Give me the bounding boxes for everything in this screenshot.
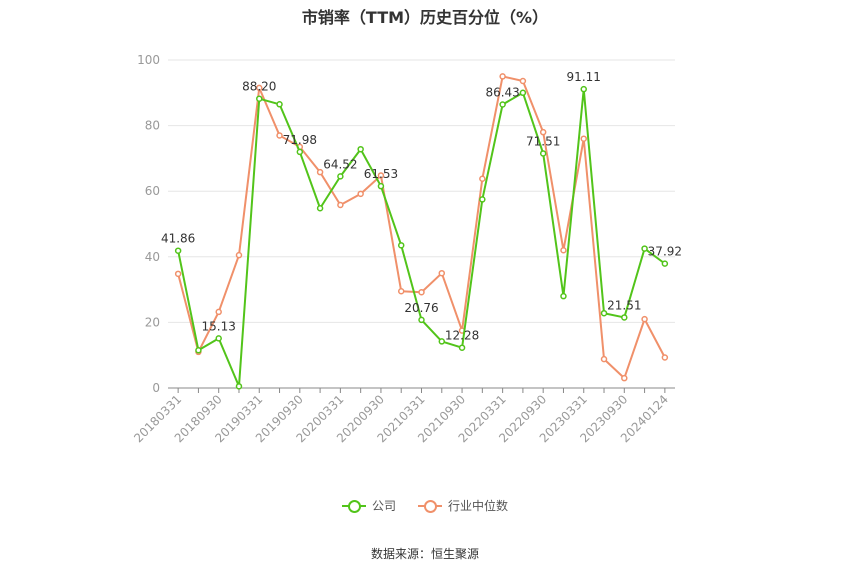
data-point-company[interactable] — [661, 260, 669, 267]
data-label: 71.98 — [283, 133, 317, 147]
data-label: 21.51 — [607, 298, 641, 312]
data-label: 91.11 — [567, 70, 601, 84]
data-point-industry-median[interactable] — [418, 288, 425, 296]
y-tick-label: 80 — [145, 119, 160, 133]
data-point-industry-median[interactable] — [661, 354, 669, 361]
data-point-company[interactable] — [316, 205, 324, 212]
data-point-company[interactable] — [479, 196, 486, 203]
data-point-industry-median[interactable] — [174, 270, 182, 278]
data-point-company[interactable] — [337, 173, 344, 180]
data-point-industry-median[interactable] — [539, 128, 547, 136]
data-point-industry-median[interactable] — [560, 246, 567, 254]
data-point-company[interactable] — [580, 85, 587, 93]
data-point-company[interactable] — [174, 247, 182, 254]
series-lines — [174, 73, 669, 390]
legend-swatch-company — [341, 499, 366, 513]
legend: 公司 行业中位数 — [0, 497, 850, 514]
grid-lines — [168, 59, 675, 323]
data-point-industry-median[interactable] — [479, 175, 486, 182]
data-label: 88.20 — [242, 80, 276, 94]
data-point-industry-median[interactable] — [438, 269, 446, 277]
data-point-company[interactable] — [377, 182, 385, 190]
data-point-industry-median[interactable] — [621, 374, 628, 382]
data-point-company[interactable] — [600, 309, 608, 317]
data-label: 64.52 — [323, 157, 357, 171]
y-tick-label: 0 — [152, 381, 160, 395]
data-label: 61.53 — [364, 167, 398, 181]
data-point-company[interactable] — [621, 314, 628, 321]
data-label: 15.13 — [202, 319, 236, 333]
data-point-industry-median[interactable] — [397, 287, 405, 295]
data-label: 37.92 — [648, 245, 682, 259]
data-point-company[interactable] — [397, 242, 405, 249]
data-point-industry-median[interactable] — [357, 190, 364, 198]
data-point-company[interactable] — [519, 89, 527, 97]
data-point-company[interactable] — [539, 150, 547, 157]
data-point-company[interactable] — [215, 335, 222, 342]
data-label: 20.76 — [404, 301, 438, 315]
data-point-industry-median[interactable] — [600, 355, 608, 363]
legend-item-industry-median[interactable]: 行业中位数 — [418, 497, 508, 514]
y-tick-label: 20 — [145, 315, 160, 329]
data-point-industry-median[interactable] — [276, 132, 283, 139]
data-point-company[interactable] — [499, 101, 506, 108]
data-point-industry-median[interactable] — [499, 73, 506, 80]
data-point-company[interactable] — [195, 347, 202, 354]
y-tick-label: 60 — [145, 184, 160, 198]
data-point-industry-median[interactable] — [256, 84, 263, 92]
data-point-company[interactable] — [357, 145, 364, 153]
legend-swatch-industry-median — [418, 499, 442, 513]
data-point-company[interactable] — [641, 245, 648, 252]
data-point-company[interactable] — [256, 95, 263, 102]
data-point-industry-median[interactable] — [215, 308, 222, 316]
data-point-company[interactable] — [560, 292, 567, 300]
data-point-industry-median[interactable] — [519, 77, 527, 85]
data-point-company[interactable] — [296, 148, 304, 156]
legend-label-company: 公司 — [371, 499, 396, 513]
data-labels: 41.86 15.13 88.20 71.98 64.52 61.53 20.76 12.28… — [161, 70, 682, 343]
data-point-industry-median[interactable] — [337, 201, 344, 209]
data-point-company[interactable] — [438, 338, 446, 345]
data-point-company[interactable] — [458, 344, 466, 351]
data-point-industry-median[interactable] — [580, 135, 587, 142]
data-point-industry-median[interactable] — [641, 315, 648, 323]
data-point-company[interactable] — [276, 101, 283, 108]
data-point-company[interactable] — [418, 316, 425, 324]
y-tick-label: 40 — [145, 250, 160, 264]
legend-item-company[interactable]: 公司 — [341, 497, 396, 514]
data-label: 86.43 — [485, 86, 519, 100]
source-note: 数据来源：恒生聚源 — [370, 547, 479, 561]
data-label: 71.51 — [526, 134, 560, 148]
data-point-industry-median[interactable] — [316, 168, 324, 176]
legend-label-industry-median: 行业中位数 — [448, 499, 509, 513]
y-tick-label: 100 — [137, 53, 160, 67]
data-label: 12.28 — [445, 329, 479, 343]
chart-title: 市销率（TTM）历史百分位（%） — [301, 8, 549, 27]
data-point-industry-median[interactable] — [377, 172, 385, 179]
data-point-company[interactable] — [235, 383, 243, 390]
data-point-industry-median[interactable] — [235, 251, 243, 259]
data-label: 41.86 — [161, 232, 195, 246]
